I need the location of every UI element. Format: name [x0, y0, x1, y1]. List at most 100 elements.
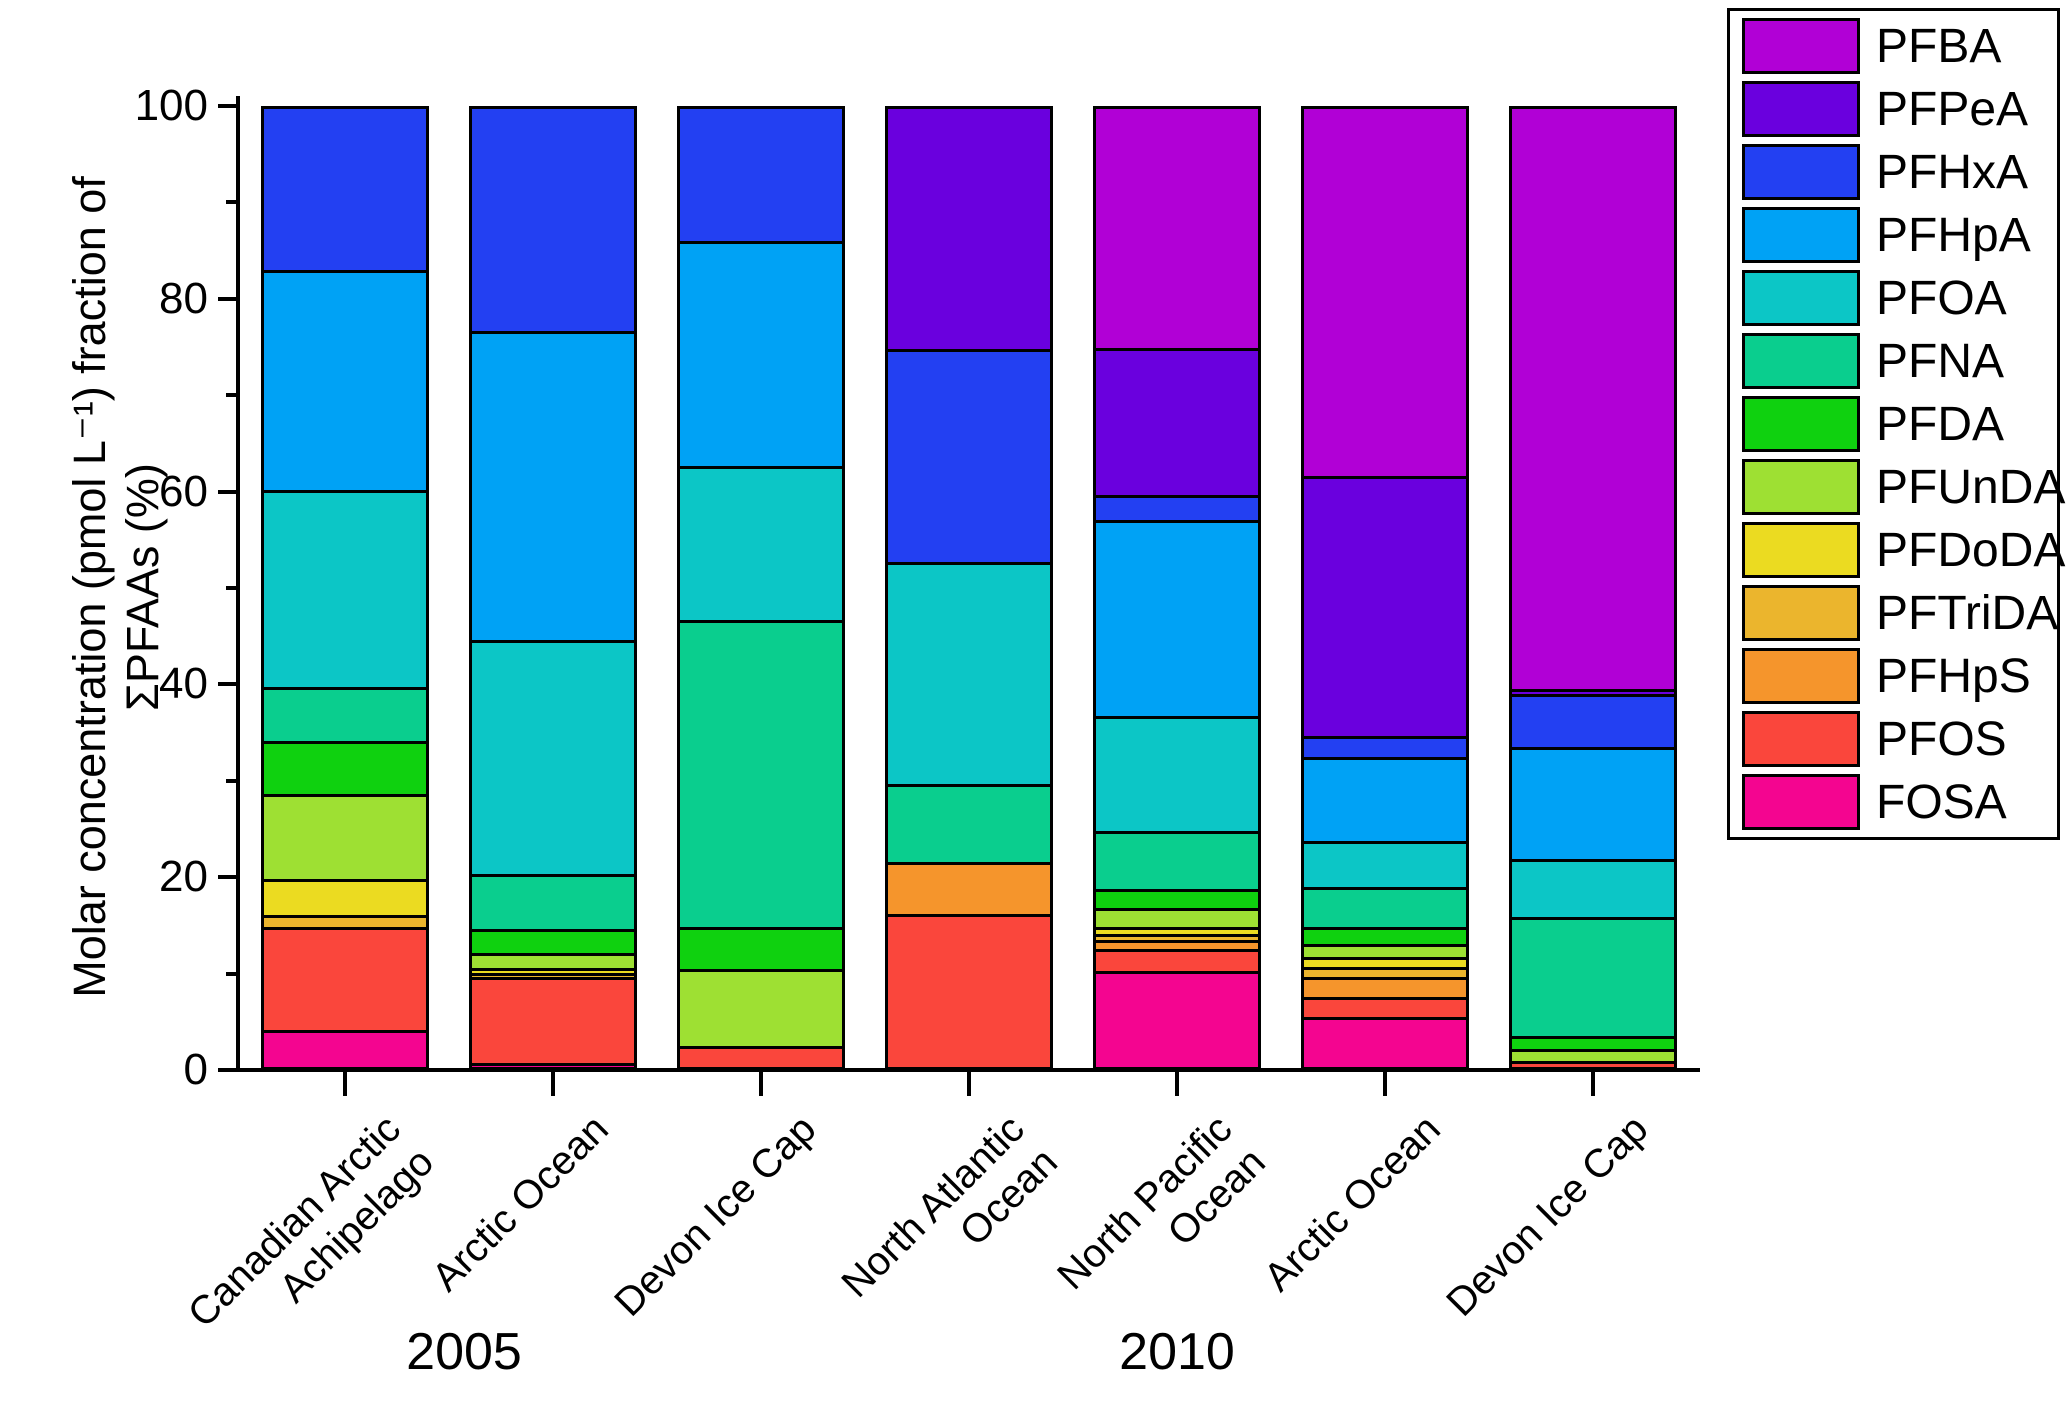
legend-item-pfpea: PFPeA — [1742, 81, 2057, 137]
bar-segment-pfhxa — [261, 106, 429, 273]
y-minor-tick — [226, 393, 236, 398]
bar-segment-pfunda — [1509, 1051, 1677, 1065]
category-label: Devon Ice Cap — [1438, 1106, 1657, 1325]
y-tick-label: 80 — [159, 273, 208, 323]
bar-segment-pfos — [885, 916, 1053, 1070]
category-label: Arctic Ocean — [1255, 1106, 1449, 1300]
bar-segment-pfunda — [1301, 946, 1469, 961]
legend-label: PFBA — [1876, 19, 2002, 73]
group-label-2010: 2010 — [1119, 1323, 1235, 1381]
bar-segment-pfunda — [261, 797, 429, 882]
legend-swatch-pfdoda — [1742, 522, 1860, 578]
bar-segment-pfna — [677, 622, 845, 931]
legend-swatch-pfhxa — [1742, 144, 1860, 200]
y-tick-label: 40 — [159, 659, 208, 709]
bar-segment-pfhpa — [469, 334, 637, 643]
legend-swatch-pfunda — [1742, 459, 1860, 515]
bar-segment-pfda — [1509, 1039, 1677, 1052]
bar-segment-pfdoda — [469, 970, 637, 977]
legend-item-pfunda: PFUnDA — [1742, 459, 2065, 515]
y-major-tick — [218, 296, 236, 301]
legend-swatch-pftrida — [1742, 585, 1860, 641]
bar-canadian-arctic-achipelago — [261, 106, 429, 1070]
bar-segment-pfdoda — [1301, 960, 1469, 970]
category-label: Arctic Ocean — [423, 1106, 617, 1300]
bar-segment-pfhxa — [469, 106, 637, 335]
bar-segment-fosa — [1301, 1019, 1469, 1070]
bar-segment-pfda — [677, 930, 845, 972]
y-tick-label: 20 — [159, 852, 208, 902]
legend: PFBA PFPeA PFHxA PFHpA PFOA PFNA PFDA PFUnDA PFD… — [1727, 8, 2065, 840]
legend-label: PFUnDA — [1876, 460, 2066, 514]
category-label: North Atlantic Ocean — [833, 1106, 1067, 1307]
legend-item-pfdoda: PFDoDA — [1742, 522, 2065, 578]
bar-segment-pfna — [261, 690, 429, 745]
bar-segment-pfna — [1509, 919, 1677, 1040]
bar-segment-pfdoda — [261, 881, 429, 918]
bar-segment-pfpea — [1093, 350, 1261, 499]
bar-segment-pfhxa — [1509, 696, 1677, 750]
x-tick — [967, 1072, 971, 1096]
legend-item-pfba: PFBA — [1742, 18, 2057, 74]
legend-swatch-pfhpa — [1742, 207, 1860, 263]
y-tick-label: 0 — [183, 1045, 208, 1094]
bar-segment-pfda — [1093, 891, 1261, 911]
bar-devon-ice-cap — [1509, 106, 1677, 1070]
legend-label: PFOA — [1876, 271, 2007, 325]
y-major-tick — [218, 682, 236, 687]
legend-item-pfhps: PFHpS — [1742, 648, 2057, 704]
legend-label: PFDoDA — [1876, 523, 2066, 577]
x-tick — [759, 1072, 763, 1096]
legend-label: PFOS — [1876, 712, 2007, 766]
bar-north-pacific-ocean — [1093, 106, 1261, 1070]
bar-segment-pftrida — [469, 976, 637, 981]
bar-segment-fosa — [469, 1066, 637, 1070]
legend-swatch-pfba — [1742, 18, 1860, 74]
legend-label: PFTriDA — [1876, 586, 2059, 640]
legend-swatch-pfda — [1742, 396, 1860, 452]
y-major-tick — [218, 1068, 236, 1072]
legend-label: PFHxA — [1876, 145, 2029, 199]
bar-segment-pfna — [885, 786, 1053, 865]
bar-segment-pfoa — [1301, 844, 1469, 890]
bar-segment-pfda — [1301, 930, 1469, 947]
bar-segment-pfba — [1509, 106, 1677, 693]
y-major-tick — [218, 489, 236, 494]
x-tick — [343, 1072, 347, 1096]
bar-segment-pfhps — [1301, 980, 1469, 1000]
legend-swatch-pfoa — [1742, 270, 1860, 326]
y-axis-line — [236, 96, 240, 1072]
legend-swatch-pfhps — [1742, 648, 1860, 704]
bar-segment-pfos — [469, 980, 637, 1067]
legend-swatch-pfna — [1742, 333, 1860, 389]
legend-item-pfoa: PFOA — [1742, 270, 2057, 326]
bar-segment-pfhxa — [1301, 739, 1469, 760]
y-minor-tick — [226, 971, 236, 976]
bar-segment-pfhxa — [677, 106, 845, 244]
legend-swatch-pfpea — [1742, 81, 1860, 137]
bar-segment-pfunda — [1093, 910, 1261, 931]
bar-segment-pfpea — [885, 106, 1053, 352]
bar-segment-pfdoda — [1093, 930, 1261, 937]
y-minor-tick — [226, 200, 236, 205]
bar-segment-fosa — [1093, 974, 1261, 1070]
bar-segment-pfna — [1093, 833, 1261, 892]
bar-segment-pfba — [1093, 106, 1261, 351]
y-tick-label: 100 — [134, 81, 208, 130]
bar-segment-pfba — [1301, 106, 1469, 480]
legend-item-pfna: PFNA — [1742, 333, 2057, 389]
category-label: North Pacific Ocean — [1049, 1106, 1275, 1299]
bar-segment-pfna — [1301, 889, 1469, 931]
legend-label: PFPeA — [1876, 82, 2029, 136]
bar-segment-pfhps — [885, 864, 1053, 917]
bar-segment-pfunda — [677, 971, 845, 1049]
bar-segment-pftrida — [261, 917, 429, 931]
legend-swatch-pfos — [1742, 711, 1860, 767]
bar-segment-pfos — [1509, 1064, 1677, 1070]
x-tick — [1383, 1072, 1387, 1096]
category-label: Devon Ice Cap — [606, 1106, 825, 1325]
legend-label: PFHpA — [1876, 208, 2031, 262]
bar-devon-ice-cap — [677, 106, 845, 1070]
legend-swatch-fosa — [1742, 774, 1860, 830]
bar-segment-pfos — [1093, 952, 1261, 975]
